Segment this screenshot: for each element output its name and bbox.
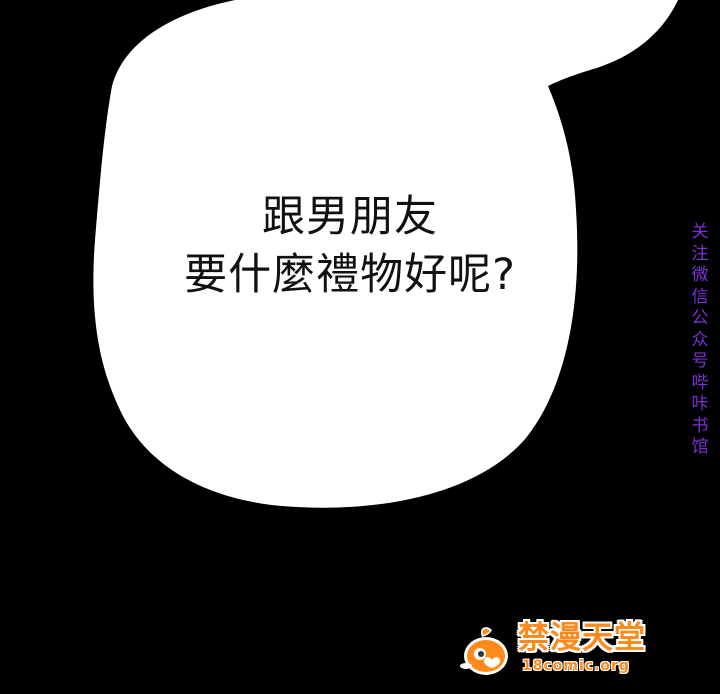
logo-url: 18comic.org	[522, 658, 630, 674]
side-watermark: 关注微信公众号哔咔书馆	[691, 222, 709, 457]
site-logo: 禁漫天堂 18comic.org	[456, 612, 686, 682]
peach-mascot-icon	[460, 627, 508, 675]
dialogue-line-2: 要什麼禮物好呢?	[184, 250, 516, 300]
dialogue-text: 跟男朋友 要什麼禮物好呢?	[120, 188, 580, 304]
speech-bubble-shape	[93, 0, 679, 508]
dialogue-line-1: 跟男朋友	[262, 192, 438, 242]
logo-name: 禁漫天堂	[518, 620, 646, 656]
